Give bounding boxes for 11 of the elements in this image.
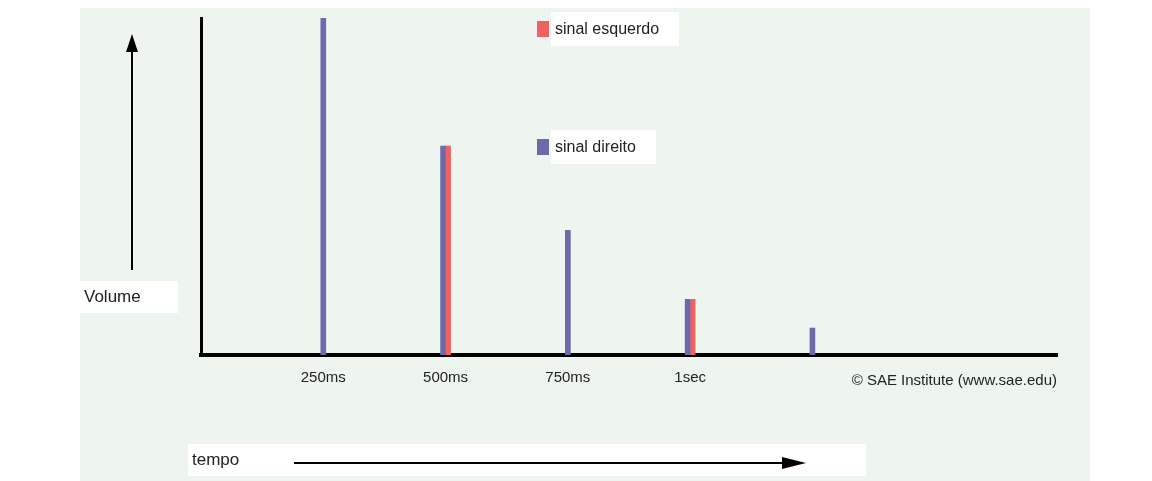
bar [565, 229, 571, 355]
bar [320, 18, 327, 355]
x-tick-label: 750ms [545, 368, 591, 386]
x-tick-label: 250ms [300, 368, 346, 386]
legend-label: sinal direito [551, 130, 656, 164]
legend-label: sinal esquerdo [551, 12, 680, 46]
x-tick-label: 1sec [674, 368, 707, 386]
x-tick-label: 500ms [423, 368, 469, 386]
y-axis-title: Volume [80, 281, 178, 313]
text: © SAE Institute (www.sae.edu) [851, 370, 1057, 388]
x-axis-title: tempo [192, 450, 240, 469]
